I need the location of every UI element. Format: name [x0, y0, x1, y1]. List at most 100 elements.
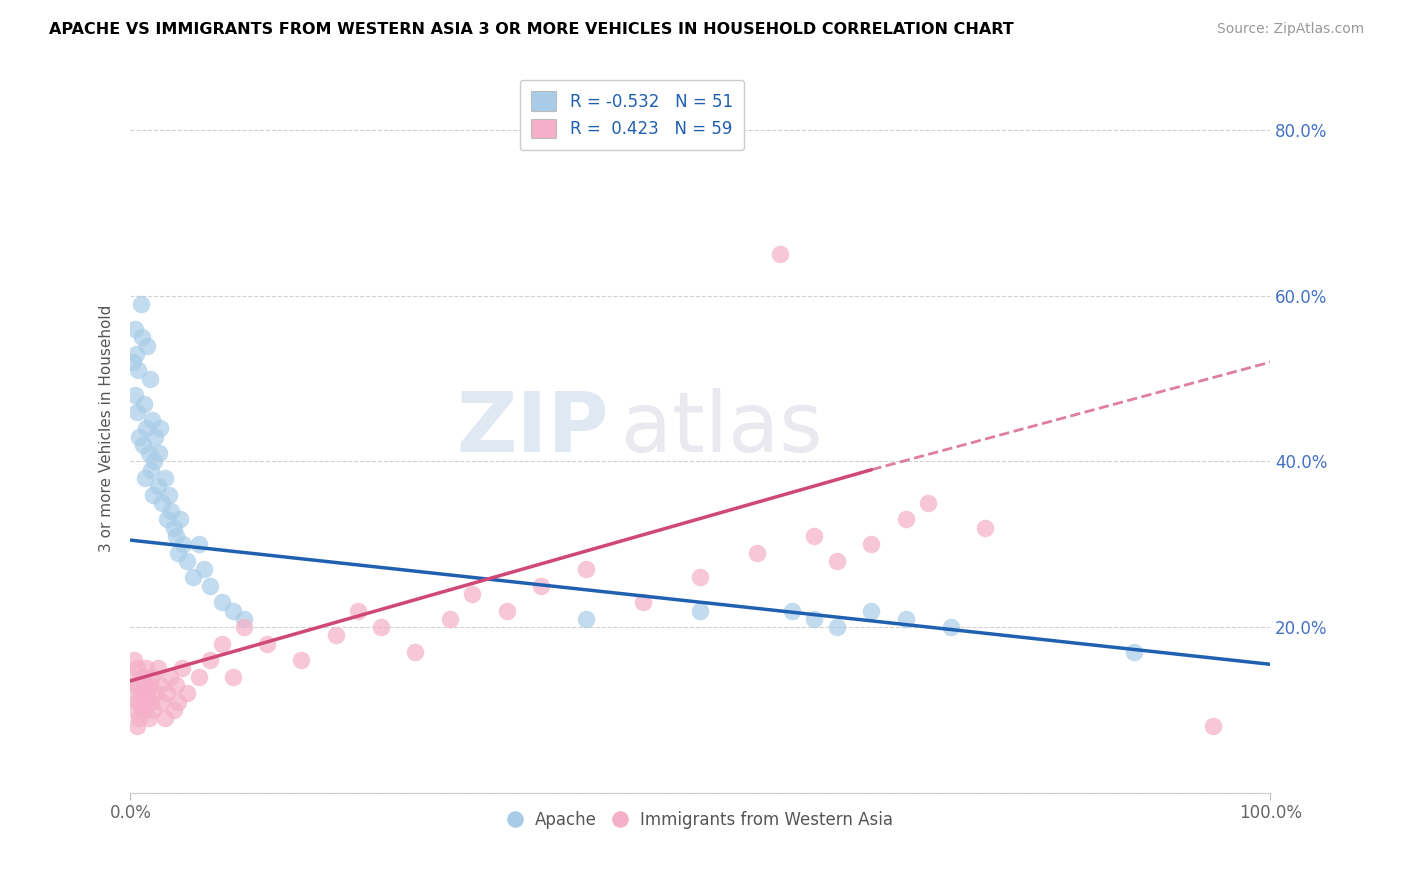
Point: [917, 496, 939, 510]
Point: [167, 695, 190, 709]
Point: [769, 247, 792, 261]
Point: [134, 471, 156, 485]
Point: [495, 603, 517, 617]
Point: [134, 695, 156, 709]
Point: [163, 521, 186, 535]
Point: [747, 545, 769, 559]
Point: [121, 686, 143, 700]
Point: [135, 421, 157, 435]
Point: [347, 603, 370, 617]
Point: [974, 521, 997, 535]
Point: [222, 670, 245, 684]
Point: [131, 670, 153, 684]
Point: [141, 670, 163, 684]
Point: [825, 620, 848, 634]
Point: [145, 430, 167, 444]
Point: [156, 686, 179, 700]
Point: [146, 661, 169, 675]
Point: [148, 446, 170, 460]
Point: [136, 338, 159, 352]
Point: [150, 695, 173, 709]
Y-axis label: 3 or more Vehicles in Household: 3 or more Vehicles in Household: [100, 305, 114, 552]
Point: [163, 703, 186, 717]
Point: [127, 719, 149, 733]
Point: [157, 487, 180, 501]
Point: [233, 612, 256, 626]
Point: [121, 355, 143, 369]
Point: [689, 603, 711, 617]
Point: [146, 479, 169, 493]
Point: [170, 661, 193, 675]
Point: [860, 603, 883, 617]
Point: [132, 678, 155, 692]
Point: [1202, 719, 1225, 733]
Point: [135, 661, 157, 675]
Point: [633, 595, 655, 609]
Point: [165, 529, 187, 543]
Point: [169, 512, 191, 526]
Point: [142, 703, 165, 717]
Point: [121, 670, 143, 684]
Point: [176, 554, 198, 568]
Point: [129, 686, 152, 700]
Point: [825, 554, 848, 568]
Point: [894, 612, 917, 626]
Point: [290, 653, 312, 667]
Point: [124, 703, 146, 717]
Point: [256, 637, 278, 651]
Point: [575, 562, 598, 576]
Point: [198, 579, 221, 593]
Point: [404, 645, 426, 659]
Point: [165, 678, 187, 692]
Point: [894, 512, 917, 526]
Point: [198, 653, 221, 667]
Point: [139, 463, 162, 477]
Point: [141, 413, 163, 427]
Point: [153, 471, 176, 485]
Point: [124, 322, 146, 336]
Point: [167, 545, 190, 559]
Point: [149, 678, 172, 692]
Point: [138, 678, 160, 692]
Point: [187, 670, 209, 684]
Text: Source: ZipAtlas.com: Source: ZipAtlas.com: [1216, 22, 1364, 37]
Point: [149, 421, 172, 435]
Point: [211, 595, 233, 609]
Point: [803, 612, 825, 626]
Point: [222, 603, 245, 617]
Legend: Apache, Immigrants from Western Asia: Apache, Immigrants from Western Asia: [502, 804, 900, 835]
Text: ZIP: ZIP: [457, 388, 609, 469]
Point: [181, 570, 204, 584]
Point: [193, 562, 215, 576]
Point: [370, 620, 392, 634]
Point: [1122, 645, 1144, 659]
Point: [233, 620, 256, 634]
Point: [138, 711, 160, 725]
Point: [153, 711, 176, 725]
Point: [530, 579, 553, 593]
Point: [128, 711, 150, 725]
Point: [325, 628, 347, 642]
Point: [125, 347, 148, 361]
Point: [439, 612, 461, 626]
Point: [159, 670, 181, 684]
Point: [461, 587, 484, 601]
Point: [132, 396, 155, 410]
Point: [780, 603, 803, 617]
Text: atlas: atlas: [620, 388, 823, 469]
Point: [143, 454, 166, 468]
Point: [127, 363, 149, 377]
Point: [160, 504, 183, 518]
Point: [128, 430, 150, 444]
Point: [136, 686, 159, 700]
Point: [176, 686, 198, 700]
Point: [127, 695, 149, 709]
Point: [689, 570, 711, 584]
Point: [575, 612, 598, 626]
Point: [156, 512, 179, 526]
Point: [124, 388, 146, 402]
Point: [132, 438, 155, 452]
Text: APACHE VS IMMIGRANTS FROM WESTERN ASIA 3 OR MORE VEHICLES IN HOUSEHOLD CORRELATI: APACHE VS IMMIGRANTS FROM WESTERN ASIA 3…: [49, 22, 1014, 37]
Point: [803, 529, 825, 543]
Point: [142, 487, 165, 501]
